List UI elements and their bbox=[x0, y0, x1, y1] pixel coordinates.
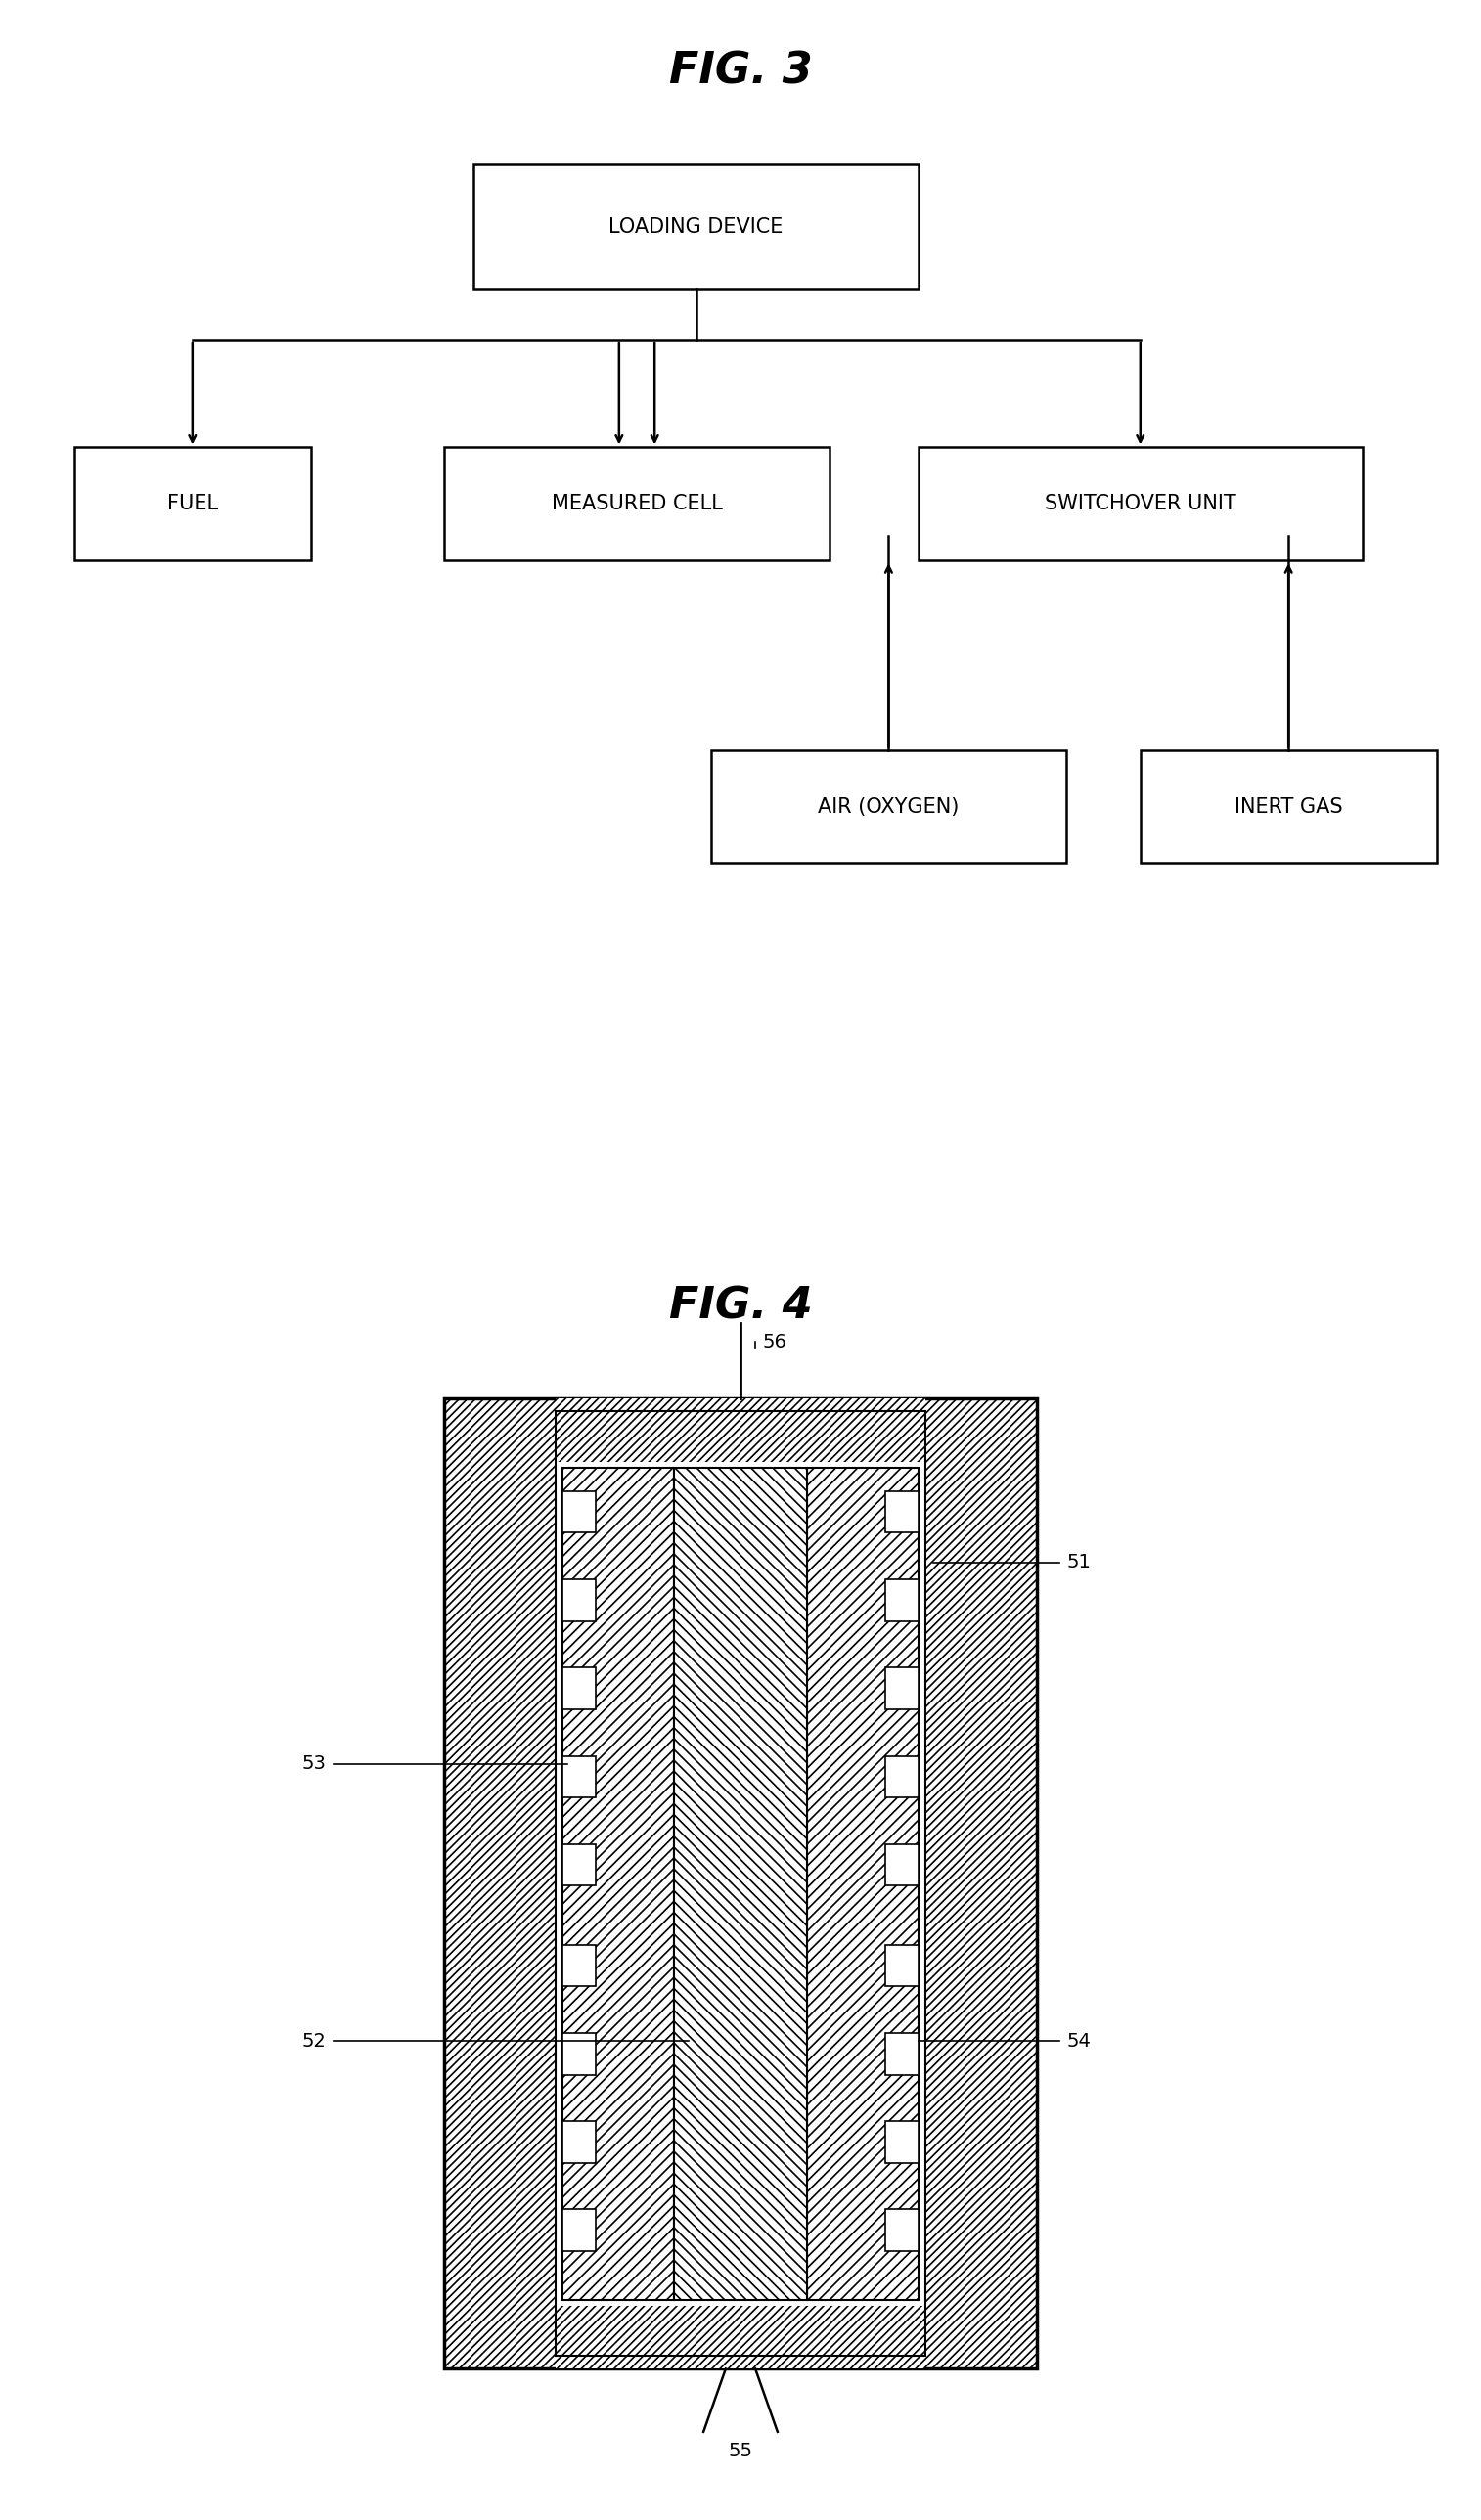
Bar bbox=[563, 1469, 674, 2298]
Bar bbox=[886, 1492, 918, 1532]
Bar bbox=[711, 751, 1066, 862]
Bar bbox=[563, 1945, 595, 1986]
Bar bbox=[563, 2034, 595, 2074]
Bar bbox=[555, 1411, 926, 2356]
Bar bbox=[555, 2306, 926, 2369]
Bar bbox=[886, 2122, 918, 2162]
Bar bbox=[563, 1756, 595, 1797]
Text: 54: 54 bbox=[1066, 2031, 1090, 2051]
Text: AIR (OXYGEN): AIR (OXYGEN) bbox=[818, 796, 960, 816]
Text: FIG. 3: FIG. 3 bbox=[669, 50, 812, 93]
Bar bbox=[918, 449, 1363, 562]
Text: INERT GAS: INERT GAS bbox=[1234, 796, 1343, 816]
Bar bbox=[563, 1580, 595, 1620]
Bar bbox=[555, 1399, 926, 1462]
Text: 51: 51 bbox=[1066, 1552, 1090, 1572]
Bar bbox=[474, 164, 918, 290]
Bar bbox=[886, 2034, 918, 2074]
Bar bbox=[444, 449, 829, 562]
Bar bbox=[886, 1845, 918, 1885]
Bar bbox=[444, 1399, 1037, 2369]
Text: FIG. 4: FIG. 4 bbox=[669, 1285, 812, 1328]
Text: LOADING DEVICE: LOADING DEVICE bbox=[609, 217, 783, 237]
Text: MEASURED CELL: MEASURED CELL bbox=[551, 494, 723, 514]
Text: 56: 56 bbox=[763, 1333, 786, 1351]
Text: 55: 55 bbox=[729, 2442, 752, 2460]
Text: 53: 53 bbox=[302, 1754, 326, 1774]
Bar bbox=[1140, 751, 1437, 862]
Bar bbox=[674, 1469, 807, 2298]
Text: 52: 52 bbox=[302, 2031, 326, 2051]
Bar bbox=[74, 449, 311, 562]
Bar bbox=[886, 1945, 918, 1986]
Bar bbox=[807, 1469, 918, 2298]
Bar bbox=[563, 1668, 595, 1709]
Bar bbox=[886, 2210, 918, 2250]
Bar bbox=[886, 1580, 918, 1620]
Text: SWITCHOVER UNIT: SWITCHOVER UNIT bbox=[1044, 494, 1237, 514]
Bar bbox=[444, 1399, 1037, 2369]
Bar bbox=[563, 2210, 595, 2250]
Bar bbox=[886, 1668, 918, 1709]
Bar bbox=[563, 1845, 595, 1885]
Bar bbox=[886, 1756, 918, 1797]
Text: FUEL: FUEL bbox=[167, 494, 218, 514]
Bar bbox=[563, 1492, 595, 1532]
Bar bbox=[563, 2122, 595, 2162]
